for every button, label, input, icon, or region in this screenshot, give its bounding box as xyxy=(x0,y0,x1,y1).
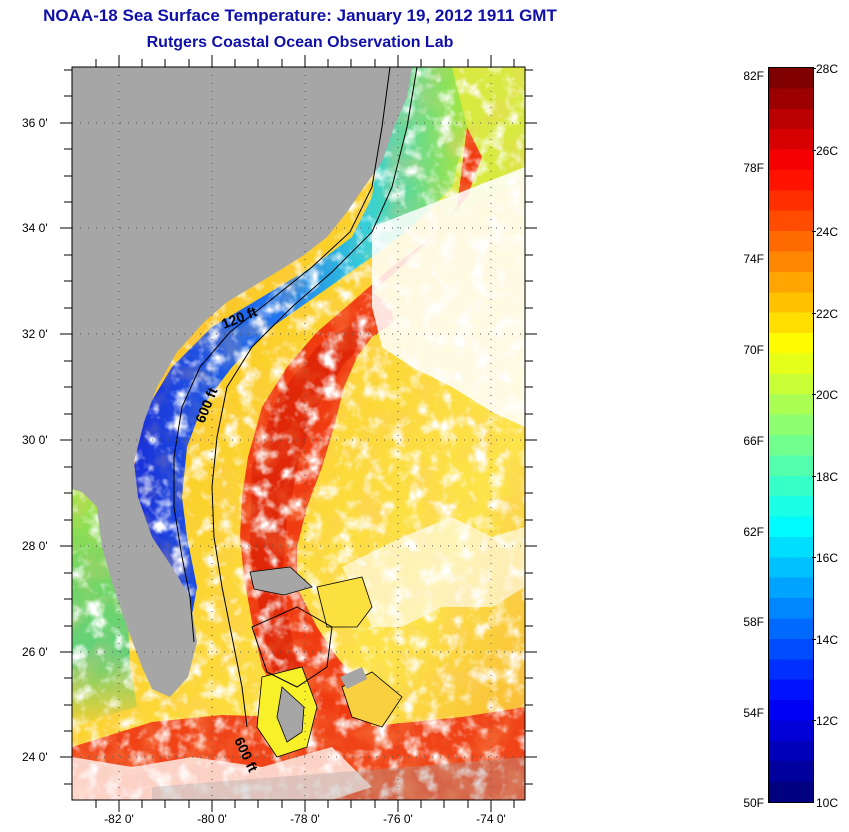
lon-label-74: -74 0' xyxy=(476,812,506,826)
land-bahamas-east xyxy=(340,667,367,689)
colorbar-tick xyxy=(812,557,816,558)
colorbar-label-10c: 10C xyxy=(816,796,839,810)
contour-600ft xyxy=(211,67,418,728)
land-us-southeast xyxy=(72,67,412,697)
bahamas-southeast-water xyxy=(341,671,403,728)
cloud-region-east xyxy=(372,167,525,427)
colorbar-tick xyxy=(812,639,816,640)
colorbar-label-62f: 62F xyxy=(743,525,764,539)
colorbar-label-22c: 22C xyxy=(816,307,839,321)
cloud-region-keys xyxy=(72,747,372,800)
sst-map: 120 ft 600 ft 600 ft xyxy=(72,67,525,800)
contour-bahamas-outline xyxy=(251,606,333,688)
temperature-colorbar xyxy=(768,67,814,803)
colorbar-label-82f: 82F xyxy=(743,69,764,83)
colorbar-label-58f: 58F xyxy=(743,615,764,629)
colorbar-label-26c: 26C xyxy=(816,144,839,158)
colorbar-tick xyxy=(812,720,816,721)
lat-label-34: 34 0' xyxy=(22,221,48,235)
colorbar-label-24c: 24C xyxy=(816,225,839,239)
land-cuba xyxy=(152,757,525,800)
colorbar-label-70f: 70F xyxy=(743,343,764,357)
colorbar-label-16c: 16C xyxy=(816,551,839,565)
colorbar-tick xyxy=(812,231,816,232)
colorbar-label-54f: 54F xyxy=(743,706,764,720)
colorbar-label-20c: 20C xyxy=(816,388,839,402)
colorbar-label-66f: 66F xyxy=(743,434,764,448)
map-subtitle: Rutgers Coastal Ocean Observation Lab xyxy=(146,34,454,51)
colorbar-label-50f: 50F xyxy=(743,796,764,810)
lat-label-28: 28 0' xyxy=(22,539,48,553)
lon-label-82: -82 0' xyxy=(104,812,134,826)
contour-120ft xyxy=(173,67,391,643)
lat-label-26: 26 0' xyxy=(22,645,48,659)
lat-label-32: 32 0' xyxy=(22,327,48,341)
land-bahamas-north xyxy=(249,566,313,596)
lat-label-30: 30 0' xyxy=(22,433,48,447)
colorbar-label-74f: 74F xyxy=(743,252,764,266)
lon-label-78: -78 0' xyxy=(290,812,320,826)
map-title: NOAA-18 Sea Surface Temperature: January… xyxy=(43,6,557,25)
colorbar-tick xyxy=(812,476,816,477)
lon-label-80: -80 0' xyxy=(197,812,227,826)
lat-label-24: 24 0' xyxy=(22,750,48,764)
lat-label-36: 36 0' xyxy=(22,116,48,130)
colorbar-label-18c: 18C xyxy=(816,470,839,484)
cloud-region-south xyxy=(342,517,525,627)
lon-label-76: -76 0' xyxy=(383,812,413,826)
colorbar-label-12c: 12C xyxy=(816,714,839,728)
colorbar-label-14c: 14C xyxy=(816,633,839,647)
colorbar-tick xyxy=(812,394,816,395)
bahamas-bank-water xyxy=(316,576,373,628)
colorbar-tick xyxy=(812,313,816,314)
land-andros xyxy=(276,686,305,743)
colorbar-label-28c: 28C xyxy=(816,62,839,76)
colorbar-tick xyxy=(812,150,816,151)
colorbar-label-78f: 78F xyxy=(743,161,764,175)
colorbar-tick xyxy=(812,68,816,69)
